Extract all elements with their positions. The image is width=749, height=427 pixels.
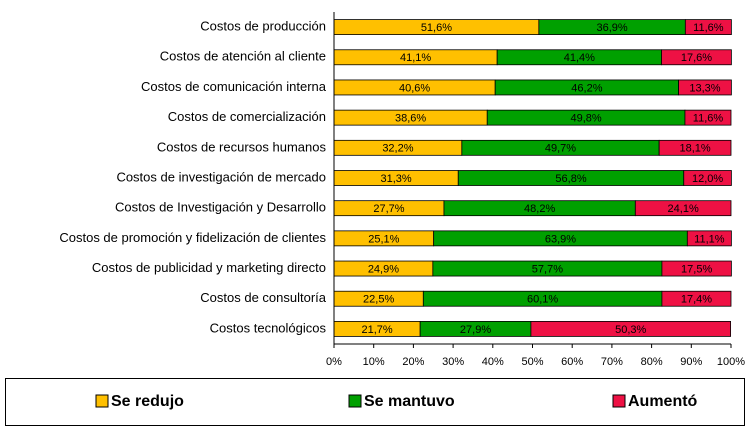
value-label: 27,7% (373, 203, 404, 215)
value-label: 48,2% (524, 203, 555, 215)
value-label: 17,6% (681, 52, 712, 64)
value-label: 22,5% (363, 294, 394, 306)
value-label: 38,6% (395, 113, 426, 125)
value-label: 49,7% (545, 143, 576, 155)
category-label: Costos de atención al cliente (160, 49, 326, 64)
bar-segment (661, 290, 732, 307)
bar-segment (661, 49, 732, 66)
value-label: 25,1% (368, 233, 399, 245)
bar-segment (530, 321, 732, 337)
category-label: Costos de investigación de mercado (116, 169, 326, 184)
value-label: 51,6% (421, 22, 452, 34)
category-label: Costos de Investigación y Desarrollo (115, 200, 326, 215)
x-tick-label: 90% (680, 356, 702, 368)
value-label: 50,3% (615, 324, 646, 336)
x-tick-label: 80% (641, 356, 663, 368)
bar-segment (634, 200, 732, 217)
x-tick-label: 0% (326, 356, 342, 368)
value-label: 12,0% (692, 173, 723, 185)
x-tick-label: 10% (363, 356, 385, 368)
x-tick-label: 30% (442, 356, 464, 368)
value-label: 41,4% (564, 52, 595, 64)
value-label: 24,9% (368, 263, 399, 275)
category-label: Costos de comunicación interna (141, 79, 327, 94)
value-label: 46,2% (571, 82, 602, 94)
category-label: Costos de promoción y fidelización de cl… (59, 230, 326, 245)
value-label: 40,6% (399, 82, 430, 94)
x-tick-label: 40% (482, 356, 504, 368)
x-tick-label: 50% (521, 356, 543, 368)
legend-label: Se redujo (111, 393, 184, 410)
legend-swatch (612, 394, 626, 408)
value-label: 31,3% (381, 173, 412, 185)
value-label: 63,9% (545, 233, 576, 245)
x-tick-label: 20% (402, 356, 424, 368)
value-label: 11,6% (693, 113, 724, 125)
category-label: Costos de recursos humanos (157, 139, 327, 154)
value-label: 11,6% (693, 22, 724, 34)
value-label: 13,3% (689, 82, 720, 94)
legend-swatch (348, 394, 362, 408)
bar-segment (678, 79, 732, 96)
value-label: 32,2% (382, 143, 413, 155)
category-label: Costos de publicidad y marketing directo (92, 260, 326, 275)
value-label: 21,7% (361, 324, 392, 336)
x-tick-label: 70% (601, 356, 623, 368)
value-label: 17,5% (681, 263, 712, 275)
value-label: 18,1% (679, 143, 710, 155)
bar-segment (658, 139, 732, 156)
value-label: 57,7% (532, 263, 563, 275)
legend-label: Aumentó (628, 393, 698, 410)
bar-segment (684, 109, 732, 126)
bar-segment (686, 230, 732, 247)
value-label: 17,4% (681, 294, 712, 306)
value-label: 24,1% (668, 203, 699, 215)
legend-label: Se mantuvo (364, 393, 455, 410)
category-label: Costos de comercialización (168, 109, 326, 124)
bar-segment (684, 19, 732, 35)
x-tick-label: 100% (717, 356, 745, 368)
legend-swatch (95, 394, 109, 408)
value-label: 36,9% (596, 22, 627, 34)
value-label: 49,8% (570, 113, 601, 125)
value-label: 60,1% (527, 294, 558, 306)
value-label: 41,1% (400, 52, 431, 64)
category-label: Costos de producción (200, 19, 326, 34)
category-label: Costos tecnológicos (210, 320, 327, 335)
value-label: 27,9% (460, 324, 491, 336)
value-label: 11,1% (694, 233, 725, 245)
bar-segment (661, 260, 732, 277)
x-tick-label: 60% (561, 356, 583, 368)
value-label: 56,8% (555, 173, 586, 185)
bar-segment (683, 170, 732, 186)
category-label: Costos de consultoría (200, 290, 327, 305)
